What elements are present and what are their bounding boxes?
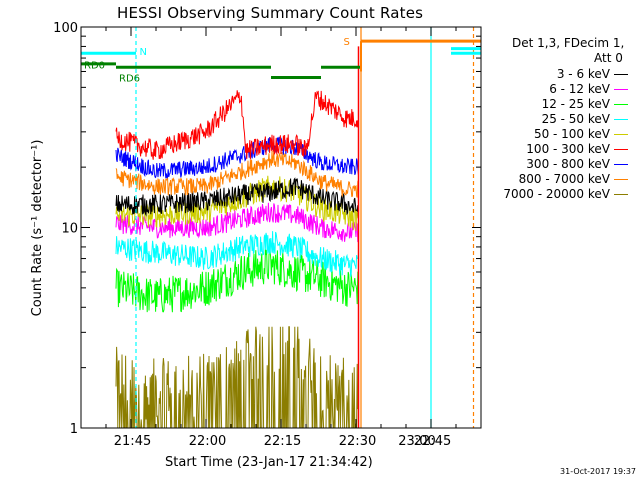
y-tick-label: 1 (70, 422, 78, 437)
legend-item: 3 - 6 keV (470, 67, 636, 81)
x-tick-label: 22:00 (189, 434, 226, 449)
legend-item: 100 - 300 keV (470, 142, 636, 156)
annotation-n: N (140, 47, 147, 58)
y-tick-label: 10 (61, 222, 78, 237)
legend-item: 50 - 100 keV (470, 127, 636, 141)
annotation-rd0: RD0 (84, 60, 105, 71)
series-line-8 (115, 326, 359, 429)
legend-header-line-2: Att 0 (594, 51, 623, 65)
legend-item: 6 - 12 keV (470, 82, 636, 96)
legend-header-line-1: Det 1,3, FDecim 1, (512, 36, 625, 50)
y-axis-label: Count Rate (s⁻¹ detector⁻¹) (30, 140, 45, 317)
legend-swatch (614, 104, 628, 105)
legend-swatch (614, 74, 628, 75)
timestamp: 31-Oct-2017 19:37 (560, 467, 636, 476)
legend-label: 12 - 25 keV (541, 97, 610, 111)
legend-label: 6 - 12 keV (549, 82, 610, 96)
legend-item: 12 - 25 keV (470, 97, 636, 111)
legend-swatch (614, 149, 628, 150)
annotation-rd6: RD6 (119, 73, 140, 84)
y-tick-label: 100 (53, 21, 78, 36)
annotation-s: S (344, 37, 350, 48)
legend-label: 3 - 6 keV (556, 67, 610, 81)
legend-item: 300 - 800 keV (470, 157, 636, 171)
legend-label: 300 - 800 keV (526, 157, 610, 171)
series-line-0 (115, 177, 359, 219)
x-tick-label: 22:45 (414, 434, 451, 449)
legend-swatch (614, 89, 628, 90)
legend-swatch (614, 119, 628, 120)
x-tick-label: 22:30 (339, 434, 376, 449)
legend-item: 800 - 7000 keV (470, 172, 636, 186)
legend-label: 7000 - 20000 keV (503, 187, 610, 201)
legend-label: 100 - 300 keV (526, 142, 610, 156)
legend-label: 25 - 50 keV (541, 112, 610, 126)
legend-swatch (614, 194, 628, 195)
legend-label: 50 - 100 keV (533, 127, 610, 141)
legend-item: 25 - 50 keV (470, 112, 636, 126)
series-line-6 (115, 136, 359, 180)
series-line-3 (115, 231, 359, 277)
x-tick-label: 22:15 (264, 434, 301, 449)
legend-item: 7000 - 20000 keV (470, 187, 636, 201)
x-tick-label: 21:45 (114, 434, 151, 449)
legend-label: 800 - 7000 keV (518, 172, 610, 186)
legend-swatch (614, 134, 628, 135)
series-line-7 (115, 150, 359, 198)
legend-swatch (614, 179, 628, 180)
series-line-2 (115, 247, 359, 313)
x-axis-label: Start Time (23-Jan-17 21:34:42) (165, 455, 373, 470)
x-tick-label: 23:00 (398, 434, 435, 449)
legend-swatch (614, 164, 628, 165)
chart-title: HESSI Observing Summary Count Rates (117, 4, 424, 22)
series-line-5 (115, 90, 359, 160)
